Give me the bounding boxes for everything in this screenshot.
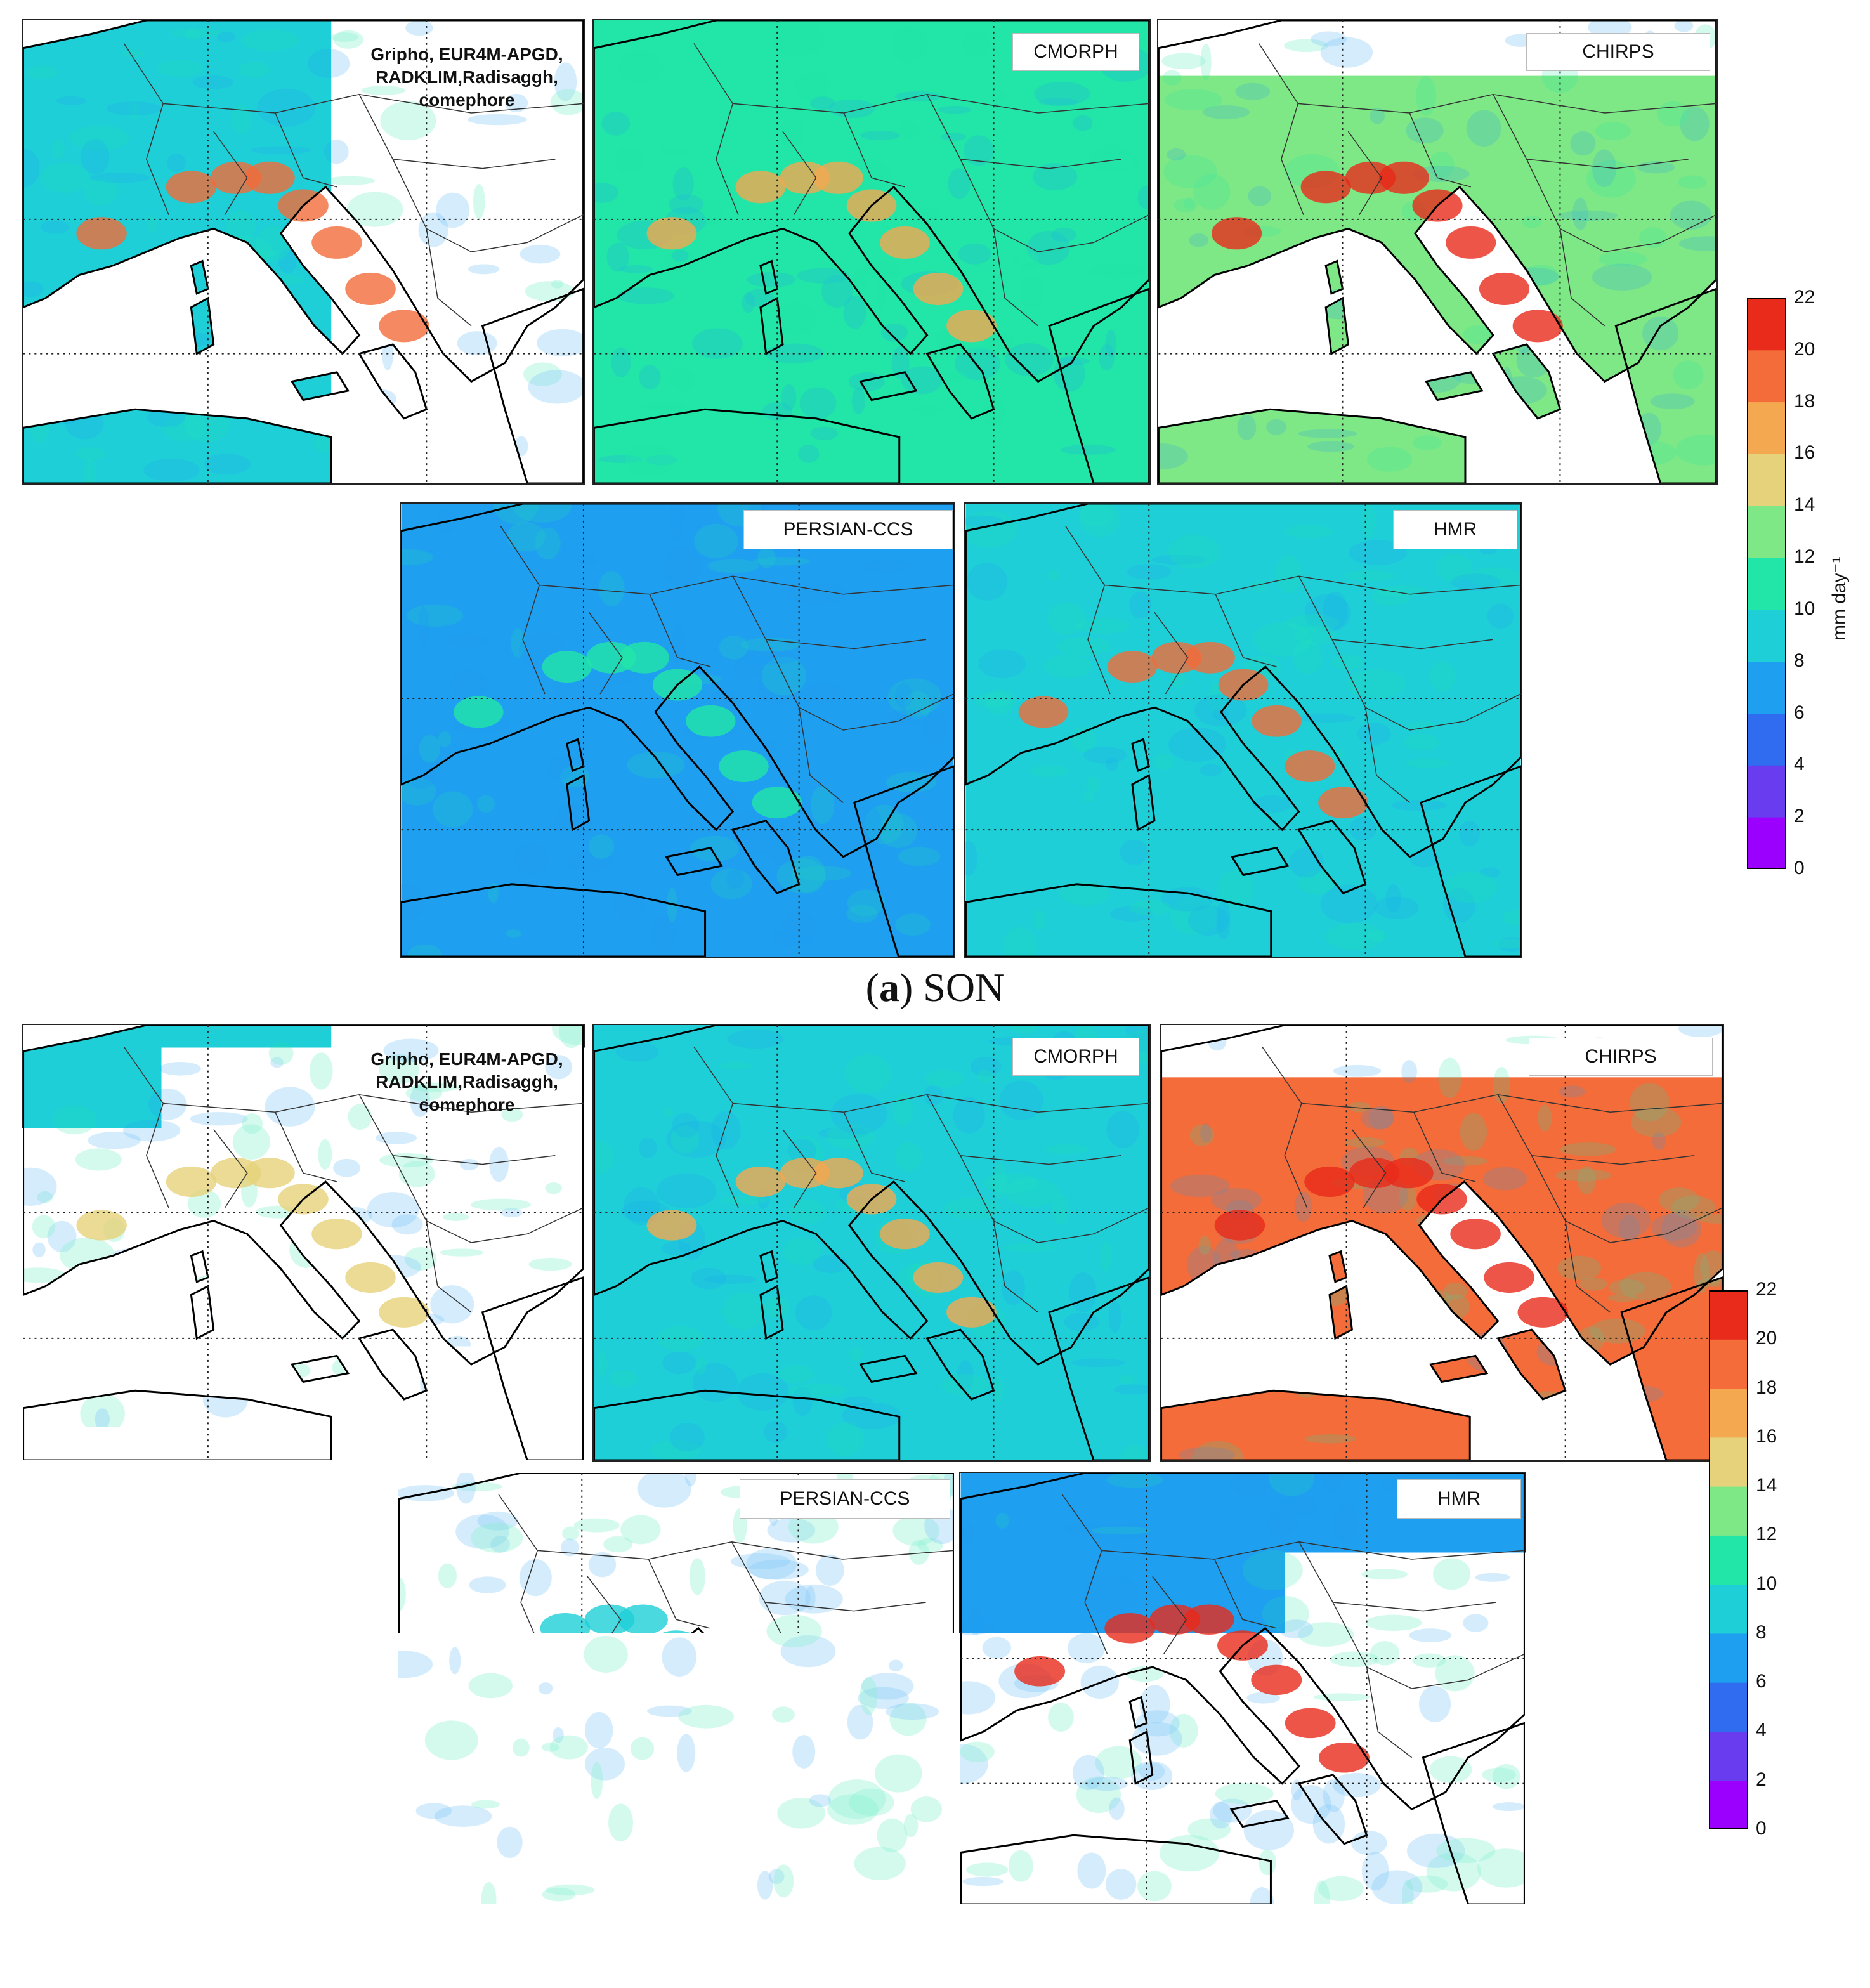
colorbar-segment — [1709, 1437, 1748, 1487]
colorbar-tick-label: 2 — [1794, 806, 1805, 827]
panel-label-hmr-son: HMR — [1393, 510, 1517, 549]
map-panel-cmorph-jja: CMORPH — [592, 1024, 1151, 1462]
panel-label-hmr-jja: HMR — [1397, 1479, 1521, 1519]
colorbar-segment — [1747, 298, 1786, 350]
colorbar-tick-label: 20 — [1794, 339, 1815, 360]
colorbar-tick-label: 0 — [1794, 858, 1805, 879]
colorbar-segment — [1747, 506, 1786, 558]
panel-label-chirps-jja: CHIRPS — [1529, 1038, 1713, 1076]
colorbar-tick-label: 12 — [1756, 1524, 1777, 1545]
colorbar-tick-label: 10 — [1794, 598, 1815, 620]
colorbar-segment — [1709, 1781, 1748, 1829]
map-panel-persian-jja: PERSIAN-CCS — [397, 1472, 955, 1906]
colorbar-segment — [1709, 1389, 1748, 1438]
colorbar-segment — [1709, 1585, 1748, 1634]
map-panel-chirps-jja: CHIRPS — [1160, 1024, 1724, 1462]
caption-jja: (b) JJA — [808, 1919, 1062, 1966]
colorbar-segment — [1747, 402, 1786, 454]
colorbar-segment — [1709, 1682, 1748, 1732]
colorbar-tick-label: 8 — [1794, 650, 1805, 672]
colorbar-tick-label: 14 — [1794, 494, 1815, 516]
colorbar-segment — [1709, 1290, 1748, 1340]
map-panel-persian-son: PERSIAN-CCS — [400, 502, 955, 958]
precip-map-hmr-son — [965, 504, 1521, 957]
precip-map-chirps-son — [1158, 20, 1716, 483]
precip-map-hmr-jja — [960, 1473, 1525, 1904]
caption-son: (a) SON — [808, 964, 1062, 1011]
map-panel-chirps-son: CHIRPS — [1157, 19, 1718, 485]
colorbar-tick-label: 6 — [1794, 702, 1805, 724]
colorbar-tick-label: 18 — [1756, 1377, 1777, 1399]
colorbar-unit-son: mm day⁻¹ — [1828, 556, 1850, 641]
colorbar-tick-label: 16 — [1794, 442, 1815, 464]
precip-map-cmorph-son — [594, 20, 1149, 483]
map-panel-obs-son: Gripho, EUR4M-APGD, RADKLIM,Radisaggh, c… — [22, 19, 585, 485]
colorbar-segment — [1747, 350, 1786, 402]
panel-label-chirps-son: CHIRPS — [1526, 33, 1710, 71]
map-panel-obs-jja: Gripho, EUR4M-APGD, RADKLIM,Radisaggh, c… — [22, 1024, 585, 1462]
colorbar-segment — [1747, 454, 1786, 506]
colorbar-tick-label: 8 — [1756, 1622, 1767, 1644]
map-panel-cmorph-son: CMORPH — [592, 19, 1151, 485]
panel-label-persian-son: PERSIAN-CCS — [743, 510, 953, 549]
colorbar-segment — [1709, 1732, 1748, 1781]
colorbar-segment — [1747, 765, 1786, 817]
colorbar-tick-label: 12 — [1794, 546, 1815, 568]
colorbar-ramp-son — [1747, 298, 1786, 869]
colorbar-segment — [1747, 662, 1786, 714]
colorbar-tick-label: 22 — [1756, 1279, 1777, 1300]
panel-label-persian-jja: PERSIAN-CCS — [740, 1479, 950, 1519]
colorbar-segment — [1747, 558, 1786, 610]
colorbar-segment — [1747, 817, 1786, 869]
panel-label-obs-jja: Gripho, EUR4M-APGD, RADKLIM,Radisaggh, c… — [353, 1038, 581, 1127]
colorbar-segment — [1747, 610, 1786, 662]
colorbar-tick-label: 0 — [1756, 1818, 1767, 1840]
colorbar-segment — [1709, 1486, 1748, 1536]
colorbar-tick-label: 18 — [1794, 391, 1815, 412]
colorbar-unit-jja: mm day⁻¹ — [1821, 1527, 1843, 1611]
colorbar-ramp-jja — [1709, 1290, 1748, 1829]
colorbar-segment — [1747, 714, 1786, 766]
colorbar-tick-label: 4 — [1756, 1720, 1767, 1741]
colorbar-tick-label: 20 — [1756, 1328, 1777, 1349]
colorbar-jja — [1709, 1290, 1748, 1829]
colorbar-segment — [1709, 1339, 1748, 1389]
colorbar-segment — [1709, 1633, 1748, 1683]
colorbar-tick-label: 14 — [1756, 1475, 1777, 1496]
precip-map-persian-jja — [398, 1473, 954, 1904]
colorbar-son — [1747, 298, 1786, 869]
colorbar-tick-label: 16 — [1756, 1426, 1777, 1448]
precip-map-chirps-jja — [1161, 1025, 1723, 1460]
colorbar-segment — [1709, 1535, 1748, 1585]
precip-map-cmorph-jja — [594, 1025, 1149, 1460]
map-panel-hmr-jja: HMR — [959, 1472, 1526, 1906]
map-panel-hmr-son: HMR — [964, 502, 1522, 958]
colorbar-tick-label: 10 — [1756, 1573, 1777, 1595]
precip-map-persian-son — [401, 504, 954, 957]
panel-label-cmorph-son: CMORPH — [1012, 33, 1139, 71]
colorbar-tick-label: 6 — [1756, 1671, 1767, 1692]
colorbar-tick-label: 22 — [1794, 287, 1815, 308]
panel-label-obs-son: Gripho, EUR4M-APGD, RADKLIM,Radisaggh, c… — [353, 33, 581, 122]
colorbar-tick-label: 4 — [1794, 754, 1805, 775]
colorbar-tick-label: 2 — [1756, 1769, 1767, 1791]
panel-label-cmorph-jja: CMORPH — [1012, 1038, 1139, 1076]
